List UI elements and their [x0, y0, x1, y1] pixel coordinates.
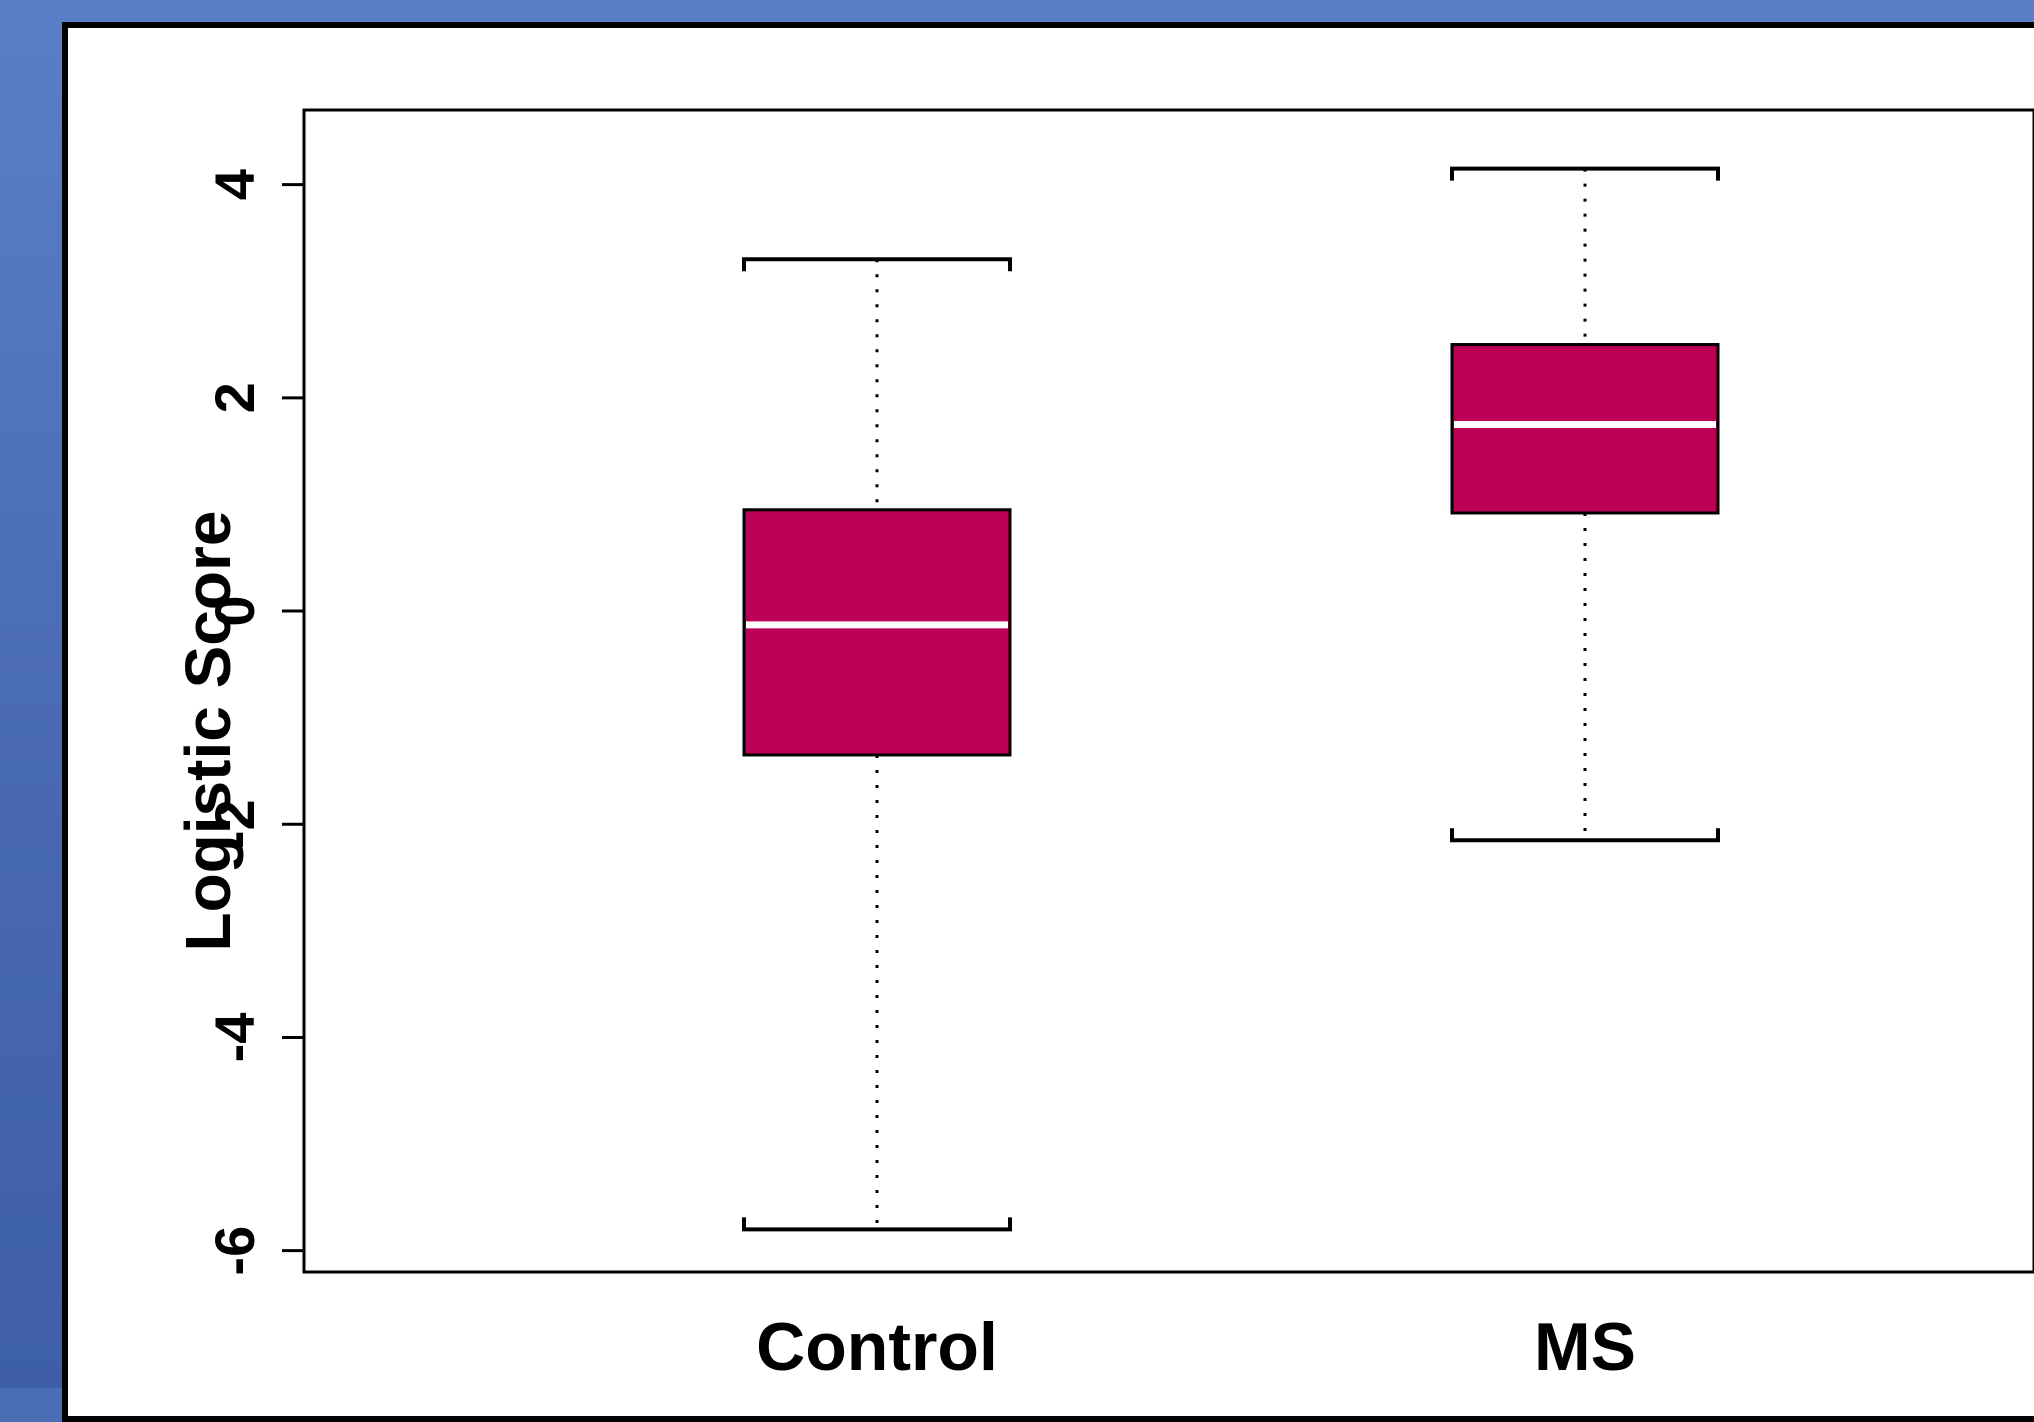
ms-max-cap	[1450, 166, 1720, 181]
y-tick-label: -4	[203, 1013, 266, 1063]
x-tick-label-control: Control	[756, 1309, 998, 1385]
figure-frame: -6 -4 -2 0 2 4 Control MS Logistic Score	[62, 22, 2034, 1422]
y-tick-label: -2	[203, 799, 266, 849]
x-tick-label-ms: MS	[1534, 1309, 1636, 1385]
y-tick-label: 2	[203, 382, 266, 413]
y-axis-label: Logistic Score	[172, 511, 244, 952]
y-tick-label: 0	[203, 595, 266, 626]
boxplot-chart: -6 -4 -2 0 2 4 Control MS Logistic Score	[172, 108, 2034, 1385]
y-tick-label: 4	[203, 169, 266, 200]
plot-area-border	[302, 108, 2034, 1274]
ms-box	[1450, 343, 1720, 515]
control-box	[742, 508, 1012, 757]
control-max-cap	[742, 257, 1012, 272]
ms-min-cap	[1450, 828, 1720, 843]
y-tick-label: -6	[203, 1226, 266, 1276]
control-min-cap	[742, 1217, 1012, 1232]
